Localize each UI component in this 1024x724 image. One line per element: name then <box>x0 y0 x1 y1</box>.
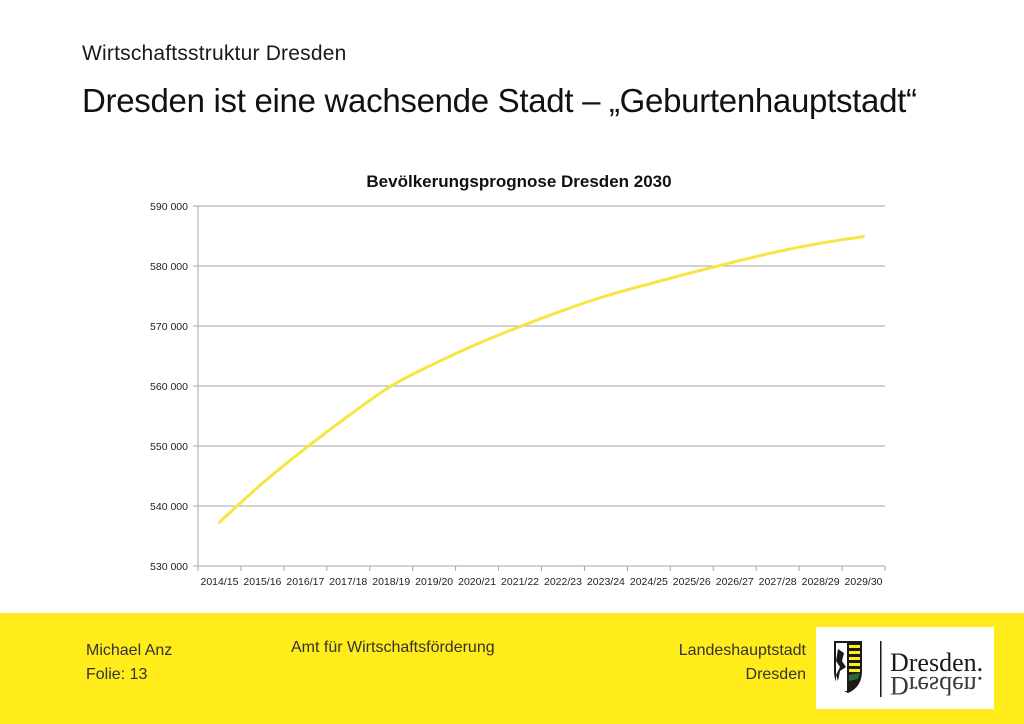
x-tick-label: 2019/20 <box>415 576 453 588</box>
y-tick-label: 530 000 <box>150 561 188 573</box>
x-tick-label: 2029/30 <box>845 576 883 588</box>
y-tick-label: 570 000 <box>150 321 188 333</box>
footer-bar: Michael Anz Folie: 13 Amt für Wirtschaft… <box>0 613 1024 724</box>
series-line <box>217 235 866 524</box>
slide-subtitle: Wirtschaftsstruktur Dresden <box>82 42 347 65</box>
chart-axes <box>197 206 886 571</box>
y-tick-label: 590 000 <box>150 201 188 213</box>
city-line-2: Dresden <box>745 666 806 683</box>
x-tick-label: 2026/27 <box>716 576 754 588</box>
chart-gridlines <box>193 205 885 567</box>
x-tick-label: 2021/22 <box>501 576 539 588</box>
x-tick-label: 2018/19 <box>372 576 410 588</box>
chart-series <box>217 235 866 524</box>
slide-number: Folie: 13 <box>86 666 148 683</box>
y-tick-labels: 530 000 540 000 550 000 560 000 570 000 580 0… <box>150 201 188 573</box>
dresden-logo: Dresden. Dresden. <box>816 627 994 709</box>
svg-text:Dresden.: Dresden. <box>890 671 983 700</box>
x-tick-label: 2020/21 <box>458 576 496 588</box>
population-chart: Bevölkerungsprognose Dresden 2030 530 00… <box>150 172 886 588</box>
city-line-1: Landeshauptstadt <box>678 642 806 659</box>
coat-of-arms-icon <box>834 641 862 693</box>
x-tick-label: 2024/25 <box>630 576 668 588</box>
x-tick-label: 2025/26 <box>673 576 711 588</box>
x-tick-label: 2027/28 <box>759 576 797 588</box>
x-tick-label: 2028/29 <box>802 576 840 588</box>
footer-author-block: Michael Anz Folie: 13 <box>86 639 172 687</box>
x-tick-label: 2015/16 <box>243 576 281 588</box>
chart-title: Bevölkerungsprognose Dresden 2030 <box>366 172 671 191</box>
city-block: Landeshauptstadt Dresden <box>679 639 806 687</box>
logo-wordmark-mirror: Dresden. <box>890 671 983 700</box>
x-tick-label: 2023/24 <box>587 576 625 588</box>
logo-wordmark: Dresden. <box>890 648 983 677</box>
y-tick-label: 580 000 <box>150 261 188 273</box>
x-tick-label: 2016/17 <box>286 576 324 588</box>
x-tick-label: 2022/23 <box>544 576 582 588</box>
y-tick-label: 560 000 <box>150 381 188 393</box>
author-name: Michael Anz <box>86 642 173 659</box>
x-tick-label: 2014/15 <box>200 576 238 588</box>
department-name: Amt für Wirtschaftsförderung <box>291 639 495 656</box>
y-tick-label: 550 000 <box>150 441 188 453</box>
y-tick-label: 540 000 <box>150 501 188 513</box>
x-tick-label: 2017/18 <box>329 576 367 588</box>
x-tick-labels: 2014/15 2015/16 2016/17 2017/18 2018/19 2019/… <box>200 576 882 588</box>
slide-title: Dresden ist eine wachsende Stadt – „Gebu… <box>82 82 917 119</box>
